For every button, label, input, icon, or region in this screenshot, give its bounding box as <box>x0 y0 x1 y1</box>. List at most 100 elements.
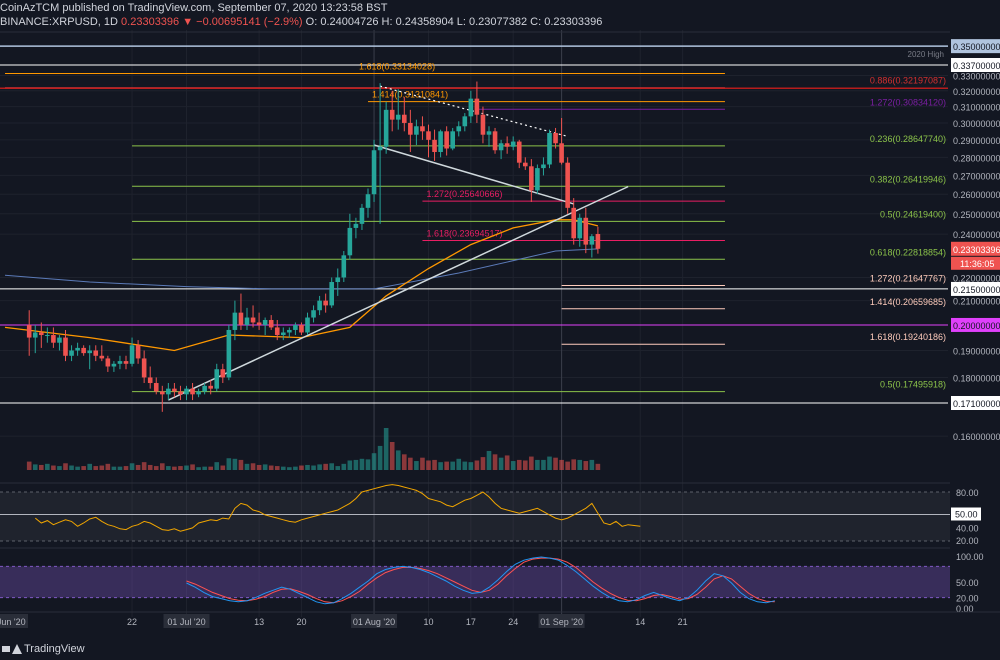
volume-bar <box>420 457 425 470</box>
volume-bar <box>57 466 62 470</box>
candle-body <box>486 131 492 135</box>
candle-body <box>69 350 74 356</box>
volume-bar <box>529 456 534 470</box>
volume-bar <box>274 466 280 470</box>
time-axis-label: 24 <box>508 617 518 627</box>
volume-bar <box>250 463 256 470</box>
volume-bar <box>468 462 474 470</box>
time-axis-label: 22 <box>127 617 137 627</box>
volume-bar <box>196 467 201 470</box>
volume-bar <box>99 465 105 470</box>
price-axis-label: 0.18000000 <box>953 373 1000 383</box>
time-axis-tag <box>351 614 398 628</box>
ma-blue-line <box>4 248 598 290</box>
candle-body <box>589 236 595 245</box>
volume-bar <box>492 454 498 470</box>
volume-bar <box>426 460 431 470</box>
candle-body <box>335 277 341 283</box>
candle-body <box>432 139 437 153</box>
volume-bar <box>353 459 359 470</box>
price-axis-label: 0.33700000 <box>953 61 1000 71</box>
trendline-dotted <box>379 85 568 137</box>
candle-body <box>141 358 147 378</box>
stoch-k-line <box>186 556 775 605</box>
candle-body <box>516 141 522 163</box>
candle-body <box>371 150 377 195</box>
volume-bar <box>395 450 401 470</box>
candle-body <box>238 312 244 325</box>
volume-bar <box>317 464 322 470</box>
candle-body <box>402 114 407 123</box>
candle-body <box>202 385 207 392</box>
volume-bar <box>220 465 226 470</box>
volume-bar <box>565 461 570 470</box>
tradingview-logo-icon <box>2 644 22 654</box>
candle-body <box>559 143 564 163</box>
fib-level-label: 0.5(0.24619400) <box>880 209 946 219</box>
price-axis-label: 0.29000000 <box>953 136 1000 146</box>
volume-bar <box>32 464 38 470</box>
volume-bar <box>281 466 286 470</box>
volume-bar <box>541 459 546 470</box>
volume-bar <box>311 465 316 470</box>
footer-brand: TradingView <box>24 643 85 655</box>
candle-body <box>214 369 220 389</box>
candle-body <box>365 194 371 208</box>
candle-body <box>529 166 534 191</box>
price-axis-label: 0.26000000 <box>953 190 1000 200</box>
volume-bar <box>81 466 86 470</box>
price-axis-tag <box>951 39 1000 54</box>
price-axis-label: 0.24000000 <box>953 230 1000 240</box>
candle-body <box>117 361 123 364</box>
volume-bar <box>202 466 207 470</box>
rsi-axis-label: 80.00 <box>956 488 979 498</box>
volume-bar <box>547 456 552 470</box>
price-axis-label: 0.32000000 <box>953 87 1000 97</box>
price-line-tag: 2020 High <box>908 50 944 59</box>
price-axis-label: 0.21500000 <box>953 285 1000 295</box>
price-axis-label: 0.30000000 <box>953 119 1000 129</box>
candle-body <box>462 116 468 127</box>
candle-body <box>244 317 250 325</box>
last-price-label: 0.23303396 <box>953 245 1000 255</box>
candle-body <box>111 363 117 367</box>
volume-bar <box>462 461 468 470</box>
candle-body <box>39 332 44 336</box>
volume-bar <box>160 463 165 470</box>
volume-bar <box>129 463 135 470</box>
stoch-band <box>0 566 950 598</box>
candle-body <box>220 369 226 378</box>
price-axis-tag <box>951 58 1000 72</box>
candle-body <box>93 350 99 356</box>
price-axis-label: 0.22000000 <box>953 273 1000 283</box>
volume-bar <box>63 463 68 470</box>
candle-body <box>75 347 80 351</box>
candle-body <box>153 383 159 392</box>
stoch-axis-label: 50.00 <box>956 578 979 588</box>
volume-bar <box>498 457 504 470</box>
price-axis-label: 0.28000000 <box>953 153 1000 163</box>
volume-bar <box>577 459 583 470</box>
volume-bar <box>323 463 328 470</box>
volume-bar <box>93 466 99 470</box>
candle-body <box>274 327 280 336</box>
volume-bar <box>51 465 56 470</box>
candle-body <box>305 317 310 333</box>
volume-bar <box>262 464 268 470</box>
candle-body <box>438 131 443 153</box>
volume-bar <box>523 460 528 470</box>
trendline <box>373 144 574 205</box>
volume-bar <box>589 459 595 470</box>
volume-bar <box>383 428 389 470</box>
time-axis-label: 01 Jun '20 <box>0 617 26 627</box>
candle-body <box>129 345 135 364</box>
candle-body <box>323 300 328 306</box>
volume-bar <box>571 459 576 470</box>
volume-bar <box>208 466 213 470</box>
volume-bar <box>408 457 413 470</box>
price-change: ▼ −0.00695141 (−2.9%) <box>182 16 303 28</box>
price-axis-tag <box>951 317 1000 332</box>
time-axis-label: 21 <box>678 617 688 627</box>
candle-body <box>577 217 583 239</box>
